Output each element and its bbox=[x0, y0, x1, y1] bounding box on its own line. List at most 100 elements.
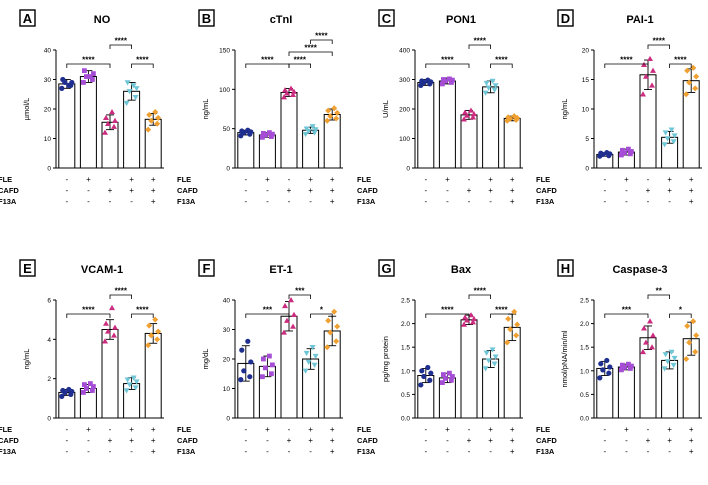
data-point bbox=[649, 82, 655, 88]
chart-title: VCAM-1 bbox=[81, 264, 123, 276]
condition-row-label: CAFD bbox=[357, 186, 378, 195]
y-tick-label: 0 bbox=[47, 166, 51, 173]
chart-title: Caspase-3 bbox=[612, 264, 667, 276]
data-point bbox=[598, 150, 604, 156]
y-tick-label: 6 bbox=[47, 298, 51, 305]
condition-sign: - bbox=[65, 436, 68, 445]
data-point bbox=[650, 332, 656, 338]
data-point bbox=[305, 359, 312, 365]
data-point bbox=[464, 112, 470, 118]
data-point bbox=[132, 95, 139, 101]
condition-sign: - bbox=[244, 186, 247, 195]
condition-sign: + bbox=[129, 436, 134, 445]
significance-label: **** bbox=[115, 37, 128, 46]
data-point bbox=[133, 379, 140, 385]
y-tick-label: 1.0 bbox=[401, 368, 410, 375]
data-point bbox=[450, 77, 455, 83]
condition-sign: - bbox=[489, 197, 492, 206]
condition-sign: - bbox=[288, 175, 291, 184]
data-point bbox=[461, 321, 467, 327]
chart-title: Bax bbox=[451, 264, 472, 276]
condition-sign: - bbox=[424, 197, 427, 206]
condition-sign: + bbox=[488, 436, 493, 445]
data-point bbox=[102, 129, 108, 135]
y-tick-label: 300 bbox=[399, 77, 410, 84]
y-tick-label: 100 bbox=[219, 87, 230, 94]
data-point bbox=[427, 377, 433, 383]
condition-sign: - bbox=[625, 186, 628, 195]
data-point bbox=[132, 385, 139, 391]
data-point bbox=[421, 373, 427, 380]
condition-sign: - bbox=[244, 425, 247, 434]
condition-sign: - bbox=[424, 436, 427, 445]
condition-sign: - bbox=[446, 197, 449, 206]
data-point bbox=[620, 147, 625, 153]
significance-label: ** bbox=[656, 287, 663, 296]
condition-sign: - bbox=[446, 436, 449, 445]
condition-sign: - bbox=[468, 447, 471, 456]
data-point bbox=[112, 324, 118, 330]
data-point bbox=[514, 321, 521, 328]
condition-sign: + bbox=[308, 186, 313, 195]
panel-h: H Caspase-3 0.0 0.5 1.0 1.5 2.0 2.5 nmol/pNA/min… bbox=[536, 259, 702, 456]
panel-letter: D bbox=[561, 11, 570, 26]
data-point bbox=[693, 73, 700, 80]
condition-sign: + bbox=[510, 436, 515, 445]
condition-sign: + bbox=[287, 436, 292, 445]
bar bbox=[503, 117, 521, 169]
y-axis-label: ng/mL bbox=[201, 99, 210, 120]
data-point bbox=[684, 67, 691, 74]
y-tick-label: 0 bbox=[585, 166, 589, 173]
y-tick-label: 20 bbox=[582, 48, 590, 55]
condition-sign: + bbox=[689, 447, 694, 456]
condition-sign: - bbox=[647, 447, 650, 456]
data-point bbox=[267, 130, 272, 135]
y-tick-label: 0 bbox=[226, 166, 230, 173]
condition-sign: - bbox=[65, 425, 68, 434]
panel-letter-box bbox=[378, 9, 395, 27]
significance-bracket bbox=[647, 44, 670, 49]
condition-sign: - bbox=[309, 197, 312, 206]
significance-bracket bbox=[425, 63, 470, 68]
data-point bbox=[290, 323, 296, 329]
condition-row-label: F13A bbox=[536, 197, 555, 206]
data-point bbox=[267, 353, 272, 359]
data-point bbox=[449, 377, 454, 383]
data-point bbox=[109, 304, 115, 311]
y-tick-label: 2.0 bbox=[401, 321, 410, 328]
condition-row-label: CAFD bbox=[536, 186, 557, 195]
data-point bbox=[126, 382, 133, 388]
y-tick-label: 30 bbox=[44, 77, 52, 84]
bar bbox=[58, 83, 76, 169]
condition-sign: - bbox=[288, 425, 291, 434]
data-point bbox=[664, 136, 671, 142]
data-point bbox=[146, 322, 153, 329]
data-point bbox=[245, 338, 251, 344]
data-point bbox=[152, 108, 159, 115]
data-point bbox=[670, 362, 677, 369]
data-point bbox=[464, 317, 470, 323]
panel-letter: F bbox=[203, 261, 211, 276]
panel-letter-box bbox=[557, 259, 574, 277]
data-point bbox=[248, 359, 254, 365]
data-point bbox=[130, 375, 137, 381]
data-point bbox=[441, 372, 446, 377]
y-tick-label: 400 bbox=[399, 48, 410, 55]
significance-label: **** bbox=[653, 37, 666, 46]
data-point bbox=[418, 382, 424, 388]
condition-sign: + bbox=[510, 447, 515, 456]
data-point bbox=[692, 85, 699, 92]
significance-bracket bbox=[131, 313, 154, 318]
condition-sign: - bbox=[65, 175, 68, 184]
condition-sign: - bbox=[603, 447, 606, 456]
condition-sign: + bbox=[151, 447, 156, 456]
data-point bbox=[641, 325, 647, 331]
data-point bbox=[331, 105, 338, 112]
condition-sign: + bbox=[445, 425, 450, 434]
data-point bbox=[261, 130, 266, 136]
data-point bbox=[485, 85, 492, 91]
significance-bracket bbox=[604, 313, 649, 318]
condition-sign: - bbox=[647, 197, 650, 206]
data-point bbox=[84, 386, 89, 391]
condition-sign: + bbox=[624, 175, 629, 184]
